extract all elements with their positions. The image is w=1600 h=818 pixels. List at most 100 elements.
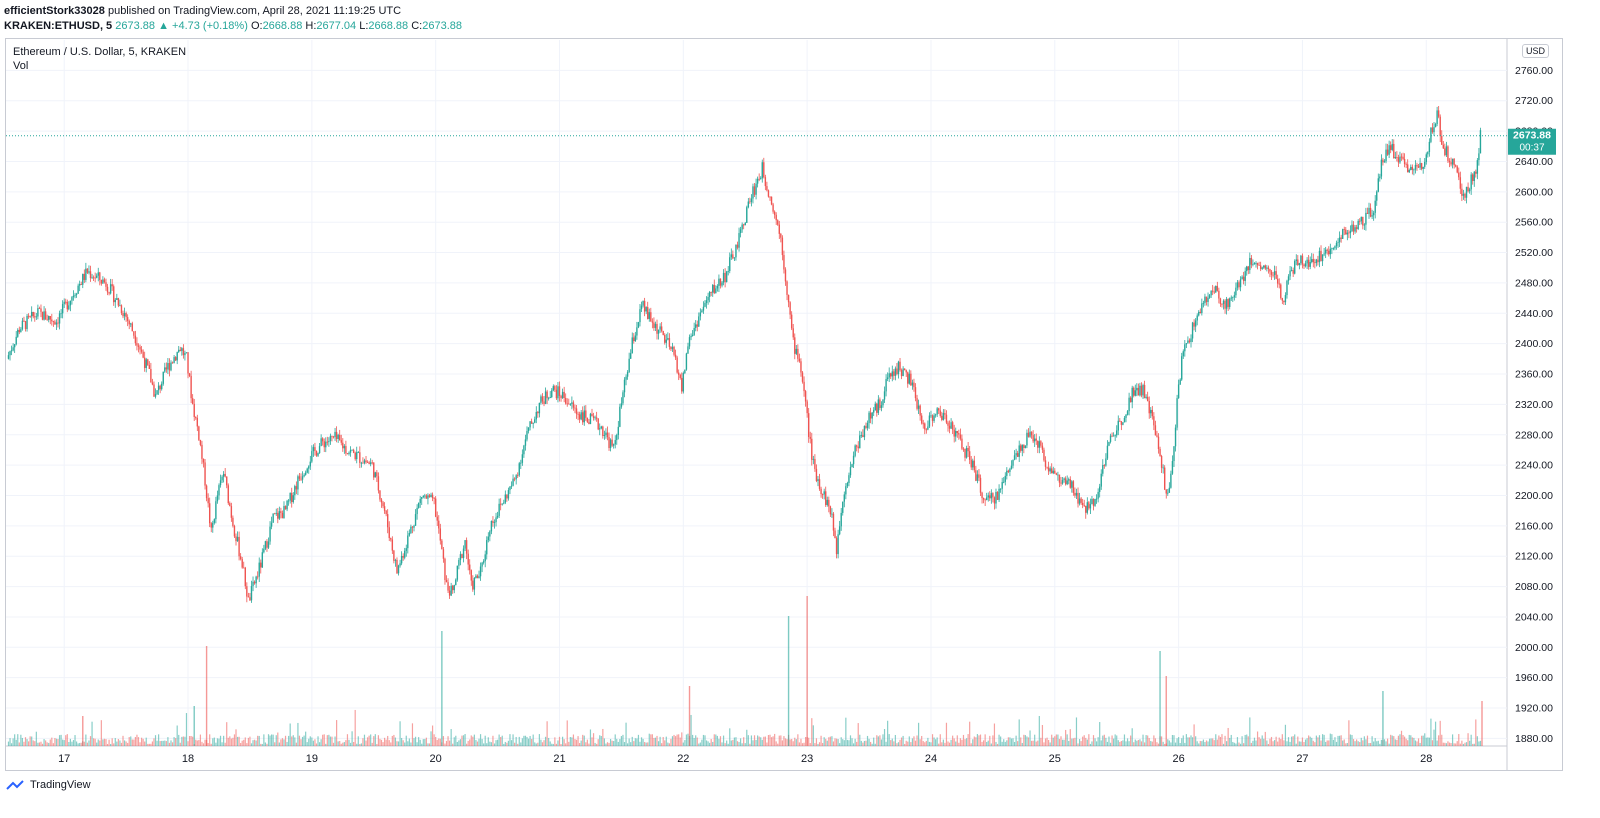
candle-body: [664, 334, 666, 343]
candle-body: [619, 406, 621, 427]
volume-bar: [493, 743, 496, 746]
candle-body: [247, 596, 250, 598]
volume-bar: [230, 738, 232, 746]
volume-bar: [809, 743, 811, 746]
candle-body: [766, 186, 768, 191]
candle-body: [662, 330, 664, 335]
candle-body: [1453, 158, 1455, 166]
volume-bar: [1413, 737, 1415, 746]
volume-bar: [1097, 737, 1099, 746]
volume-bar: [517, 743, 519, 746]
volume-bar: [1295, 743, 1297, 746]
candle-body: [379, 490, 381, 500]
volume-bar: [1238, 742, 1240, 746]
volume-bar: [616, 738, 618, 746]
candle-body: [80, 283, 82, 285]
volume-bar: [738, 742, 740, 746]
volume-bar: [1393, 736, 1395, 746]
candle-body: [1094, 498, 1096, 506]
volume-bar: [849, 735, 852, 746]
volume-bar: [1459, 743, 1461, 746]
volume-bar: [1205, 740, 1208, 746]
candle-body: [651, 321, 654, 323]
candle-body: [941, 415, 943, 420]
candle-body: [1287, 276, 1290, 281]
candle-body: [571, 402, 573, 404]
volume-bar: [1433, 729, 1435, 746]
candle-body: [718, 278, 720, 286]
volume-bar: [1035, 741, 1037, 746]
candle-body: [244, 567, 246, 587]
volume-bar: [535, 743, 537, 746]
close-label: C:: [411, 20, 423, 32]
y-tick-label: 2760.00: [1515, 65, 1553, 77]
volume-bar: [452, 743, 454, 746]
candle-body: [1379, 176, 1381, 179]
volume-bar: [546, 721, 548, 746]
volume-bar: [1362, 740, 1364, 746]
volume-bar: [137, 737, 140, 746]
candle-body: [1170, 473, 1172, 488]
volume-bar: [501, 735, 503, 746]
candle-body: [1021, 444, 1023, 451]
volume-bar: [1091, 741, 1093, 746]
volume-bar: [277, 732, 279, 746]
volume-bar: [1472, 743, 1474, 746]
candle-body: [1238, 282, 1240, 288]
currency-button[interactable]: USD: [1522, 44, 1550, 58]
volume-bar: [1369, 742, 1372, 746]
candle-body: [1205, 296, 1208, 302]
volume-bar: [789, 739, 791, 746]
candle-body: [938, 408, 940, 411]
author-name[interactable]: efficientStork33028: [4, 5, 105, 17]
volume-bar: [1032, 740, 1034, 746]
footer-brand[interactable]: TradingView: [6, 779, 91, 791]
volume-bar: [628, 738, 630, 746]
candle-body: [1098, 486, 1101, 492]
candle-body: [712, 284, 714, 293]
candle-body: [823, 491, 825, 495]
volume-bar: [156, 740, 158, 746]
y-tick-label: 2320.00: [1515, 399, 1553, 411]
candle-body: [162, 371, 164, 384]
volume-bar: [1277, 741, 1279, 746]
candle-body: [78, 283, 81, 286]
volume-bar: [204, 739, 206, 746]
candle-body: [876, 403, 878, 413]
volume-bar: [529, 735, 531, 746]
volume-bar: [283, 739, 285, 746]
candle-body: [552, 386, 555, 391]
candle-body: [560, 395, 562, 399]
volume-bar: [1226, 741, 1228, 746]
candle-body: [185, 352, 188, 354]
volume-bar: [486, 743, 488, 746]
candle-body: [393, 550, 395, 561]
volume-bar: [1007, 737, 1009, 746]
candle-body: [1338, 237, 1341, 243]
candle-body: [1341, 229, 1344, 239]
candle-body: [1451, 158, 1454, 165]
candle-body: [978, 474, 980, 478]
candle-body: [883, 391, 886, 400]
volume-bar: [543, 740, 545, 746]
volume-bar: [978, 735, 980, 746]
volume-bar: [1037, 740, 1039, 746]
candle-body: [1428, 141, 1431, 152]
volume-bar: [1476, 736, 1478, 746]
volume-bar: [294, 737, 296, 746]
volume-bar: [1249, 717, 1251, 746]
candle-body: [1157, 436, 1160, 449]
candle-body: [1411, 166, 1414, 170]
volume-bar: [405, 735, 407, 746]
candle-body: [863, 425, 866, 438]
candle-body: [1261, 267, 1263, 269]
y-tick-label: 2120.00: [1515, 551, 1553, 563]
candle-body: [817, 479, 819, 481]
volume-bar: [933, 737, 935, 746]
volume-bar: [780, 735, 782, 746]
candle-body: [1140, 385, 1143, 396]
candle-body: [603, 435, 606, 436]
candle-body: [1091, 498, 1093, 505]
volume-bar: [114, 738, 116, 746]
